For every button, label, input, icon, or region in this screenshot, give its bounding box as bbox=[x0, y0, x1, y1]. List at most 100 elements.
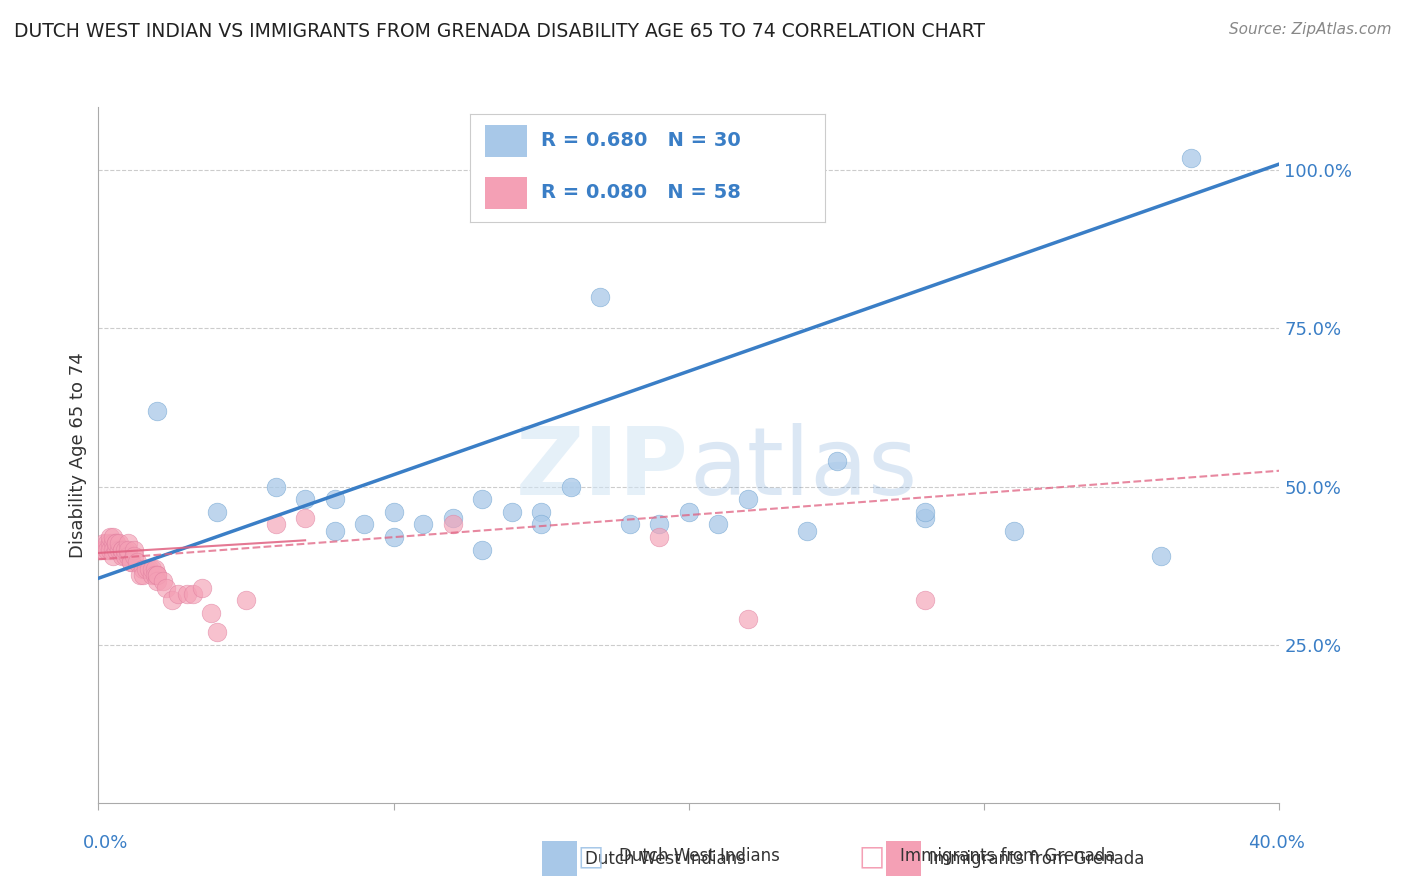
Point bbox=[122, 542, 145, 557]
Point bbox=[589, 290, 612, 304]
Point bbox=[152, 574, 174, 589]
Point bbox=[141, 568, 163, 582]
Point bbox=[111, 542, 134, 557]
Text: Dutch West Indians: Dutch West Indians bbox=[619, 847, 779, 865]
Point bbox=[143, 568, 166, 582]
Point bbox=[471, 492, 494, 507]
Point bbox=[143, 562, 166, 576]
Point bbox=[146, 574, 169, 589]
Point bbox=[117, 536, 139, 550]
Point bbox=[1150, 549, 1173, 563]
Point bbox=[98, 536, 121, 550]
Point bbox=[105, 536, 128, 550]
Point bbox=[471, 542, 494, 557]
Point bbox=[412, 517, 434, 532]
Point bbox=[103, 530, 125, 544]
Point bbox=[648, 517, 671, 532]
Point bbox=[205, 505, 228, 519]
Point bbox=[181, 587, 204, 601]
Point bbox=[678, 505, 700, 519]
Point bbox=[105, 536, 128, 550]
Point bbox=[235, 593, 257, 607]
Point bbox=[98, 542, 121, 557]
Point bbox=[96, 536, 118, 550]
Point bbox=[200, 606, 222, 620]
Point bbox=[167, 587, 190, 601]
Point bbox=[382, 530, 405, 544]
Point bbox=[353, 517, 375, 532]
Point bbox=[205, 625, 228, 640]
Point bbox=[914, 505, 936, 519]
Point bbox=[111, 542, 134, 557]
Point bbox=[914, 511, 936, 525]
Point bbox=[103, 549, 125, 563]
Text: 40.0%: 40.0% bbox=[1249, 834, 1305, 852]
Point bbox=[737, 612, 759, 626]
Text: Source: ZipAtlas.com: Source: ZipAtlas.com bbox=[1229, 22, 1392, 37]
Point bbox=[825, 454, 848, 468]
Point bbox=[103, 536, 125, 550]
Point bbox=[914, 593, 936, 607]
Point bbox=[141, 562, 163, 576]
Point bbox=[117, 549, 139, 563]
Text: □: □ bbox=[859, 842, 884, 871]
Point bbox=[122, 549, 145, 563]
Point bbox=[264, 517, 287, 532]
Point bbox=[162, 593, 183, 607]
Point bbox=[619, 517, 641, 532]
Text: ZIP: ZIP bbox=[516, 423, 689, 515]
FancyBboxPatch shape bbox=[543, 841, 578, 876]
Point bbox=[530, 505, 553, 519]
Point bbox=[146, 568, 169, 582]
Point bbox=[191, 581, 214, 595]
Point bbox=[103, 542, 125, 557]
Point bbox=[294, 511, 316, 525]
Point bbox=[120, 556, 142, 570]
Point bbox=[441, 517, 464, 532]
Y-axis label: Disability Age 65 to 74: Disability Age 65 to 74 bbox=[69, 352, 87, 558]
Point bbox=[117, 542, 139, 557]
Text: 0.0%: 0.0% bbox=[83, 834, 128, 852]
Point bbox=[796, 524, 818, 538]
Point bbox=[125, 556, 148, 570]
Point bbox=[264, 479, 287, 493]
Point bbox=[530, 517, 553, 532]
Point bbox=[176, 587, 198, 601]
Point bbox=[155, 581, 177, 595]
Point bbox=[132, 562, 155, 576]
Point bbox=[294, 492, 316, 507]
Point bbox=[138, 562, 160, 576]
Point bbox=[108, 536, 131, 550]
Point bbox=[323, 524, 346, 538]
Text: atlas: atlas bbox=[689, 423, 917, 515]
Point bbox=[560, 479, 582, 493]
Point bbox=[382, 505, 405, 519]
Point bbox=[114, 542, 136, 557]
Text: Immigrants from Grenada: Immigrants from Grenada bbox=[900, 847, 1115, 865]
Point bbox=[90, 542, 112, 557]
Point bbox=[93, 536, 115, 550]
Point bbox=[93, 542, 115, 557]
Point bbox=[501, 505, 523, 519]
Point bbox=[323, 492, 346, 507]
Point bbox=[648, 530, 671, 544]
Point bbox=[737, 492, 759, 507]
Point bbox=[111, 549, 134, 563]
Point bbox=[1002, 524, 1025, 538]
Point bbox=[132, 568, 155, 582]
Point bbox=[707, 517, 730, 532]
Point bbox=[135, 562, 157, 576]
Point bbox=[108, 542, 131, 557]
Point bbox=[128, 568, 150, 582]
Text: □: □ bbox=[578, 842, 603, 871]
Text: DUTCH WEST INDIAN VS IMMIGRANTS FROM GRENADA DISABILITY AGE 65 TO 74 CORRELATION: DUTCH WEST INDIAN VS IMMIGRANTS FROM GRE… bbox=[14, 22, 986, 41]
Point bbox=[98, 530, 121, 544]
Point bbox=[96, 542, 118, 557]
Text: Dutch West Indians: Dutch West Indians bbox=[585, 849, 745, 868]
Point bbox=[120, 556, 142, 570]
Point bbox=[105, 542, 128, 557]
Point bbox=[146, 403, 169, 417]
FancyBboxPatch shape bbox=[887, 841, 921, 876]
Point bbox=[146, 568, 169, 582]
Point bbox=[114, 549, 136, 563]
